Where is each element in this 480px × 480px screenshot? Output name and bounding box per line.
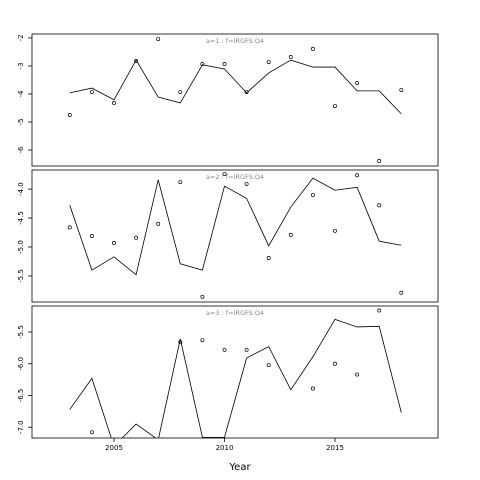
point: [377, 308, 382, 313]
point: [288, 232, 293, 237]
point: [310, 46, 315, 51]
y-tick-label: -6: [17, 146, 25, 154]
point: [112, 240, 116, 245]
point: [67, 225, 72, 230]
point: [333, 228, 337, 233]
series-group: [67, 37, 404, 163]
point: [310, 192, 315, 197]
point: [112, 100, 116, 105]
y-tick-label: -3: [17, 62, 25, 69]
point: [134, 235, 139, 240]
point: [266, 363, 271, 367]
point: [333, 361, 337, 366]
x-tick-label: 2010: [216, 444, 234, 452]
point: [156, 221, 161, 226]
point: [222, 172, 227, 177]
point: [222, 347, 227, 352]
point: [200, 338, 205, 343]
panel-frame: [31, 169, 439, 303]
point: [399, 290, 404, 295]
point: [178, 340, 183, 345]
point: [89, 234, 94, 238]
y-tick-label: -4.5: [17, 211, 25, 225]
point: [377, 203, 382, 208]
point: [355, 372, 360, 377]
point: [244, 181, 249, 186]
x-axis-label: Year: [228, 462, 251, 473]
point: [333, 104, 337, 108]
point: [355, 173, 360, 178]
point: [222, 62, 227, 66]
series-group: [69, 308, 402, 438]
panel-title: a=3 : f=IRGFS.Q4: [206, 309, 264, 317]
point: [200, 294, 205, 299]
panel-frame: [31, 33, 439, 167]
point: [67, 113, 72, 117]
point: [244, 347, 249, 352]
point: [310, 386, 315, 391]
y-tick-label: -4: [17, 90, 25, 98]
point: [178, 90, 183, 94]
y-tick-label: -2: [17, 34, 25, 41]
point: [399, 88, 404, 93]
y-tick-label: -5: [17, 119, 25, 126]
line: [69, 318, 402, 438]
y-tick-label: -7.0: [17, 420, 25, 434]
line: [69, 177, 402, 276]
y-tick-label: -5.5: [17, 269, 25, 283]
point: [134, 58, 139, 63]
panel-title: a=1 : f=IRGFS.Q4: [206, 37, 264, 45]
point: [244, 90, 249, 94]
point: [89, 430, 94, 435]
y-tick-label: -5.0: [17, 240, 25, 254]
point: [266, 256, 271, 260]
point: [156, 37, 161, 41]
x-tick-label: 2015: [326, 444, 344, 452]
line: [69, 59, 402, 115]
point: [288, 55, 293, 59]
panel-title: a=2 : f=IRGFS.Q4: [206, 173, 264, 181]
point: [266, 60, 271, 64]
y-tick-label: -6.5: [17, 389, 25, 403]
y-tick-label: -5.5: [17, 325, 25, 339]
panel-frame: [31, 305, 439, 439]
series-group: [67, 172, 404, 299]
y-tick-label: -6.0: [17, 357, 25, 371]
point: [355, 81, 360, 85]
y-tick-label: -4.0: [17, 182, 25, 196]
point: [200, 62, 205, 66]
point: [178, 180, 183, 185]
point: [377, 159, 382, 163]
point: [89, 90, 94, 94]
x-tick-label: 2005: [105, 444, 123, 452]
